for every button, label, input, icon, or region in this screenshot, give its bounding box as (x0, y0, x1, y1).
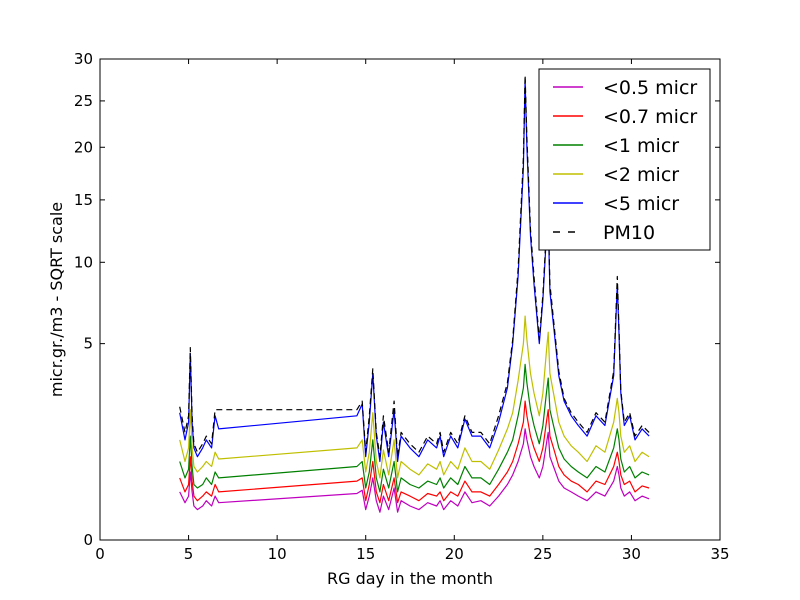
x-tick-label: 5 (184, 545, 194, 563)
x-tick-label: 25 (533, 545, 552, 563)
x-axis-label: RG day in the month (327, 569, 493, 588)
series-line-5 (179, 74, 650, 458)
legend-box (538, 68, 711, 251)
x-tick-label: 20 (445, 545, 464, 563)
y-axis-label: micr.gr./m3 - SQRT scale (47, 202, 66, 397)
legend-label-2: <1 micr (603, 135, 679, 157)
legend-label-0: <0.5 micr (603, 77, 697, 99)
y-tick-label: 20 (74, 138, 93, 156)
series-line-2 (179, 363, 650, 493)
x-tick-label: 35 (710, 545, 729, 563)
series-line-4 (179, 78, 650, 463)
x-tick-label: 10 (268, 545, 287, 563)
x-tick-label: 30 (622, 545, 641, 563)
y-tick-label: 0 (83, 531, 93, 549)
series-line-0 (179, 428, 650, 513)
series-layer (179, 74, 650, 513)
plot-frame (99, 58, 721, 541)
x-tick-label: 15 (356, 545, 375, 563)
series-line-3 (179, 315, 650, 479)
y-tick-label: 25 (74, 92, 93, 110)
x-tick-label: 0 (95, 545, 105, 563)
y-tick-label: 10 (74, 253, 93, 271)
y-tick-label: 30 (74, 50, 93, 68)
legend-label-4: <5 micr (603, 193, 679, 215)
y-tick-label: 5 (83, 335, 93, 353)
legend-label-3: <2 micr (603, 164, 679, 186)
legend: <0.5 micr <0.7 micr <1 micr <2 micr <5 micr P… (538, 68, 711, 251)
ticks-layer: 0 5 10 15 20 25 30 35 0 5 10 15 20 25 30 (74, 50, 730, 563)
series-line-1 (179, 400, 650, 504)
legend-label-1: <0.7 micr (603, 106, 697, 128)
y-tick-label: 15 (74, 191, 93, 209)
legend-label-5: PM10 (603, 222, 655, 244)
